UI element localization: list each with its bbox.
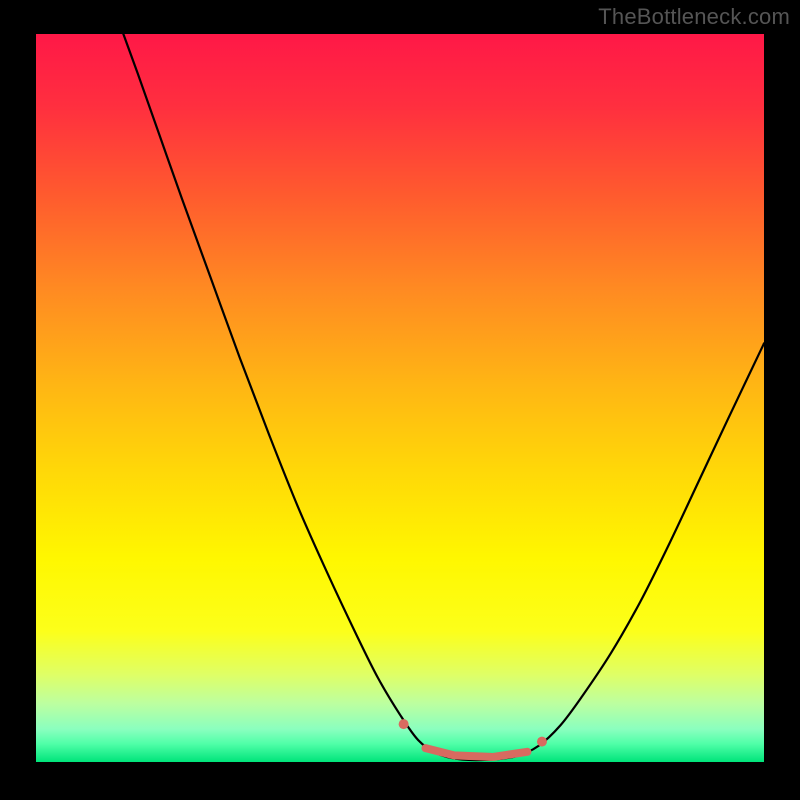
accent-dash [457, 755, 491, 756]
chart-svg [0, 0, 800, 800]
chart-stage: TheBottleneck.com [0, 0, 800, 800]
gradient-panel [36, 34, 764, 762]
accent-dot [399, 719, 409, 729]
watermark-text: TheBottleneck.com [598, 4, 790, 30]
accent-dash [493, 752, 527, 757]
accent-dot [537, 737, 547, 747]
